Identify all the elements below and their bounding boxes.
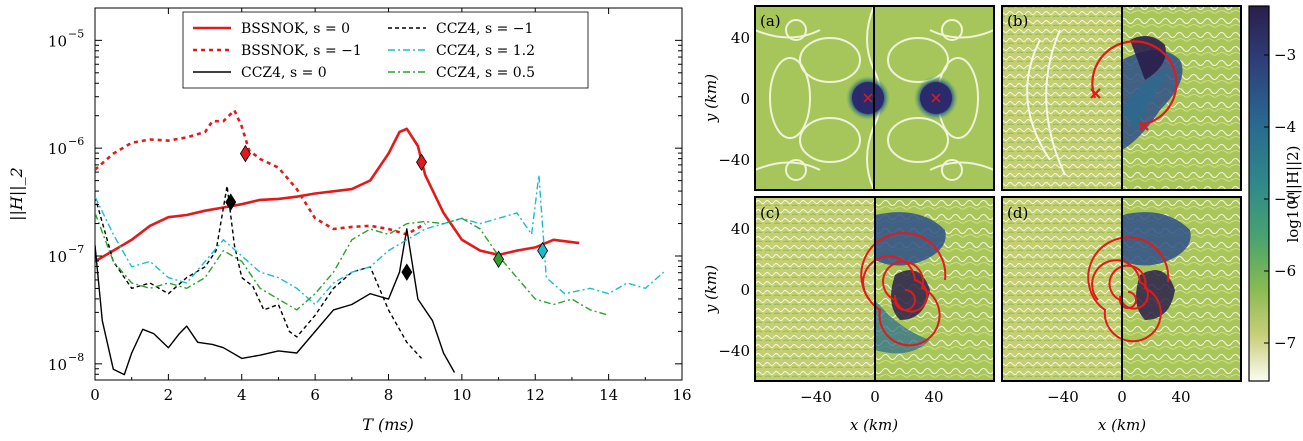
panel-d: (d) <box>1001 196 1242 382</box>
svg-text:−7: −7 <box>1274 334 1296 352</box>
diamond-marker-0 <box>239 144 251 163</box>
panel-label-a: (a) <box>760 12 781 30</box>
y-tick-label: 10 <box>48 32 67 50</box>
colorbar-ticks: −3 −4 −5 −6 −7 <box>1264 46 1296 352</box>
x-tick-label: 2 <box>164 386 174 404</box>
series-line-1 <box>95 109 426 236</box>
panel-x-label-left: x (km) <box>850 416 898 434</box>
diamond-marker-1 <box>416 153 427 171</box>
colorbar: −3 −4 −5 −6 −7 log10(||H||2) <box>1248 5 1302 382</box>
x-tick-label: 16 <box>672 386 691 404</box>
diamond-marker-2 <box>225 193 237 211</box>
svg-text:40: 40 <box>731 29 750 47</box>
y-tick-exponent: −7 <box>68 243 84 256</box>
panel-b: (b) <box>1001 5 1242 191</box>
y-tick-label: 10 <box>48 248 67 266</box>
panel-label-c: (c) <box>760 204 780 222</box>
panel-label-b: (b) <box>1007 12 1028 30</box>
panel-x-label-right: x (km) <box>1098 416 1146 434</box>
y-tick-label: 10 <box>48 356 67 374</box>
y-ticks: 10−810−710−610−5 <box>48 27 682 375</box>
x-tick-label: 14 <box>599 386 618 404</box>
svg-text:0: 0 <box>1117 388 1127 406</box>
svg-text:−40: −40 <box>800 388 832 406</box>
legend-label-2: CCZ4, s = 0 <box>241 65 327 81</box>
x-tick-label: 4 <box>237 386 247 404</box>
y-tick-exponent: −8 <box>68 351 84 364</box>
x-tick-label: 8 <box>384 386 394 404</box>
x-tick-label: 0 <box>90 386 100 404</box>
marker-layer <box>225 144 549 281</box>
y-tick-exponent: −5 <box>68 27 84 40</box>
series-line-4 <box>95 174 665 306</box>
svg-text:−40: −40 <box>1047 388 1079 406</box>
series-line-2 <box>95 228 456 376</box>
svg-text:−40: −40 <box>718 342 750 360</box>
constraint-heatmaps: (a) (b) <box>702 5 1302 434</box>
panel-y-label-top: y (km) <box>702 74 720 123</box>
series-layer <box>95 109 665 376</box>
svg-text:−40: −40 <box>718 151 750 169</box>
x-ticks: 0 2 4 6 8 10 12 14 16 <box>90 8 692 404</box>
x-tick-label: 12 <box>526 386 545 404</box>
colorbar-label: log10(||H||2) <box>1284 145 1302 242</box>
legend-label-5: CCZ4, s = 0.5 <box>436 65 535 81</box>
legend: BSSNOK, s = 0 CCZ4, s = −1 BSSNOK, s = −1 C… <box>182 11 589 89</box>
svg-text:40: 40 <box>731 220 750 238</box>
series-line-5 <box>95 212 609 316</box>
svg-text:0: 0 <box>740 281 750 299</box>
panel-y-label-bottom: y (km) <box>702 265 720 314</box>
y-axis-label: ||H||_2 <box>7 167 26 221</box>
series-line-3 <box>95 185 423 359</box>
x-axis-label: T (ms) <box>362 415 414 434</box>
y-tick-exponent: −6 <box>68 135 84 148</box>
panel-label-d: (d) <box>1007 204 1028 222</box>
legend-label-1: BSSNOK, s = −1 <box>241 43 362 59</box>
series-line-0 <box>95 127 580 263</box>
svg-text:−5: −5 <box>1274 190 1296 208</box>
y-tick-label: 10 <box>48 140 67 158</box>
panel-a: (a) <box>754 5 995 191</box>
diamond-marker-5 <box>537 241 549 260</box>
svg-text:−3: −3 <box>1274 46 1296 64</box>
svg-text:−6: −6 <box>1274 262 1296 280</box>
svg-text:0: 0 <box>870 388 880 406</box>
panel-c: (c) <box>754 196 995 382</box>
svg-text:0: 0 <box>740 90 750 108</box>
x-tick-label: 6 <box>310 386 320 404</box>
svg-text:40: 40 <box>924 388 943 406</box>
norm-vs-time-plot: 0 2 4 6 8 10 12 14 16 10−810−710−610−5 T (ms) ||… <box>7 7 692 434</box>
legend-label-3: CCZ4, s = −1 <box>436 21 533 37</box>
diamond-marker-4 <box>493 250 505 268</box>
panel-x-ticks: −40 0 40 −40 0 40 <box>800 388 1190 406</box>
panel-y-ticks: 40 0 −40 40 0 −40 <box>718 29 750 360</box>
legend-label-0: BSSNOK, s = 0 <box>241 21 350 37</box>
diamond-marker-3 <box>401 263 413 281</box>
svg-text:−4: −4 <box>1274 118 1296 136</box>
legend-label-4: CCZ4, s = 1.2 <box>436 43 535 59</box>
x-tick-label: 10 <box>452 386 471 404</box>
svg-text:40: 40 <box>1171 388 1190 406</box>
